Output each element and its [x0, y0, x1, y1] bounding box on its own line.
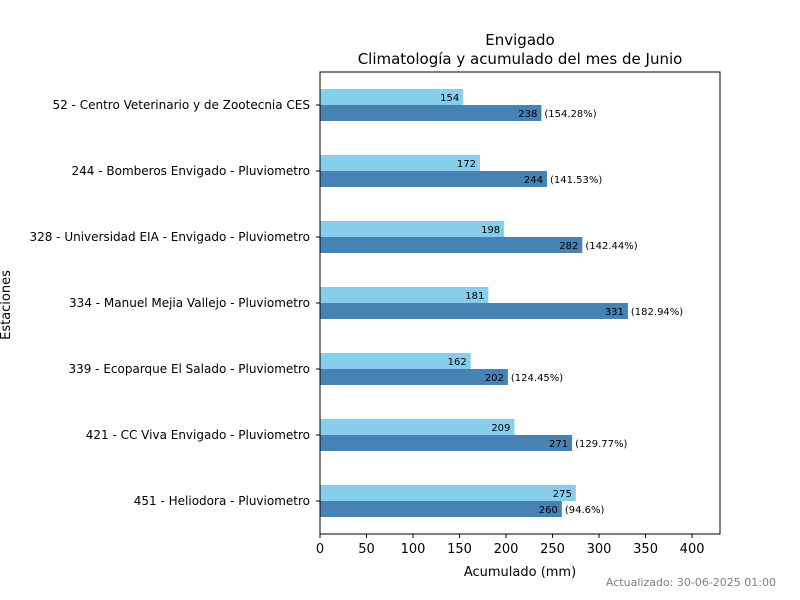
- y-axis-label: Estaciones: [0, 270, 14, 340]
- bar-value-label: 181: [465, 291, 484, 302]
- bar-series-2: [320, 501, 562, 517]
- y-tick-label: 339 - Ecoparque El Salado - Pluviometro: [68, 362, 310, 376]
- bar-value-label: 162: [448, 357, 467, 368]
- bar-value-label: 238: [518, 109, 537, 120]
- chart-title: Envigado: [485, 31, 554, 49]
- y-tick-label: 451 - Heliodora - Pluviometro: [134, 494, 310, 508]
- y-tick-label: 334 - Manuel Mejia Vallejo - Pluviometro: [69, 296, 310, 310]
- y-tick-label: 52 - Centro Veterinario y de Zootecnia C…: [52, 98, 310, 112]
- bar-series-1: [320, 287, 489, 303]
- bar-value-label: 275: [553, 489, 572, 500]
- bar-percent-annotation: (141.53%): [550, 175, 602, 186]
- bar-series-1: [320, 353, 471, 369]
- bar-series-2: [320, 237, 583, 253]
- bar-value-label: 271: [549, 439, 568, 450]
- bar-series-1: [320, 221, 505, 237]
- updated-timestamp: Actualizado: 30-06-2025 01:00: [606, 576, 776, 589]
- bar-value-label: 331: [605, 307, 624, 318]
- bar-value-label: 244: [524, 175, 543, 186]
- plot-area: 154 238 (154.28%) 52 - Centro Veterinario y…: [29, 71, 721, 557]
- y-tick-label: 328 - Universidad EIA - Envigado - Pluvi…: [29, 230, 310, 244]
- chart-subtitle: Climatología y acumulado del mes de Juni…: [358, 50, 683, 68]
- bar-series-1: [320, 155, 480, 171]
- x-axis-label: Acumulado (mm): [464, 565, 576, 580]
- x-tick-label: 250: [540, 542, 565, 557]
- bar-series-1: [320, 89, 464, 105]
- x-tick-label: 350: [633, 542, 658, 557]
- bar-series-1: [320, 485, 576, 501]
- bar-series-2: [320, 171, 547, 187]
- y-tick-label: 244 - Bomberos Envigado - Pluviometro: [72, 164, 310, 178]
- bar-value-label: 172: [457, 159, 476, 170]
- y-tick-label: 421 - CC Viva Envigado - Pluviometro: [86, 428, 310, 442]
- bar-value-label: 198: [481, 225, 500, 236]
- bar-percent-annotation: (124.45%): [511, 373, 563, 384]
- bar-value-label: 209: [491, 423, 510, 434]
- bar-percent-annotation: (129.77%): [575, 439, 627, 450]
- x-tick-label: 200: [494, 542, 519, 557]
- x-tick-label: 100: [401, 542, 426, 557]
- bar-series-1: [320, 419, 515, 435]
- bar-series-2: [320, 105, 542, 121]
- bar-series-2: [320, 369, 508, 385]
- bar-percent-annotation: (182.94%): [631, 307, 683, 318]
- x-tick-label: 0: [316, 542, 324, 557]
- x-tick-label: 300: [587, 542, 612, 557]
- bar-series-2: [320, 435, 573, 451]
- bar-percent-annotation: (154.28%): [544, 109, 596, 120]
- bar-value-label: 154: [440, 93, 459, 104]
- bar-value-label: 260: [539, 505, 558, 516]
- x-tick-label: 50: [358, 542, 375, 557]
- bar-value-label: 202: [485, 373, 504, 384]
- plot-frame: [319, 71, 721, 535]
- x-tick-label: 150: [447, 542, 472, 557]
- x-tick-label: 400: [680, 542, 705, 557]
- bar-percent-annotation: (142.44%): [585, 241, 637, 252]
- bar-percent-annotation: (94.6%): [565, 505, 605, 516]
- bar-series-2: [320, 303, 628, 319]
- bar-value-label: 282: [559, 241, 578, 252]
